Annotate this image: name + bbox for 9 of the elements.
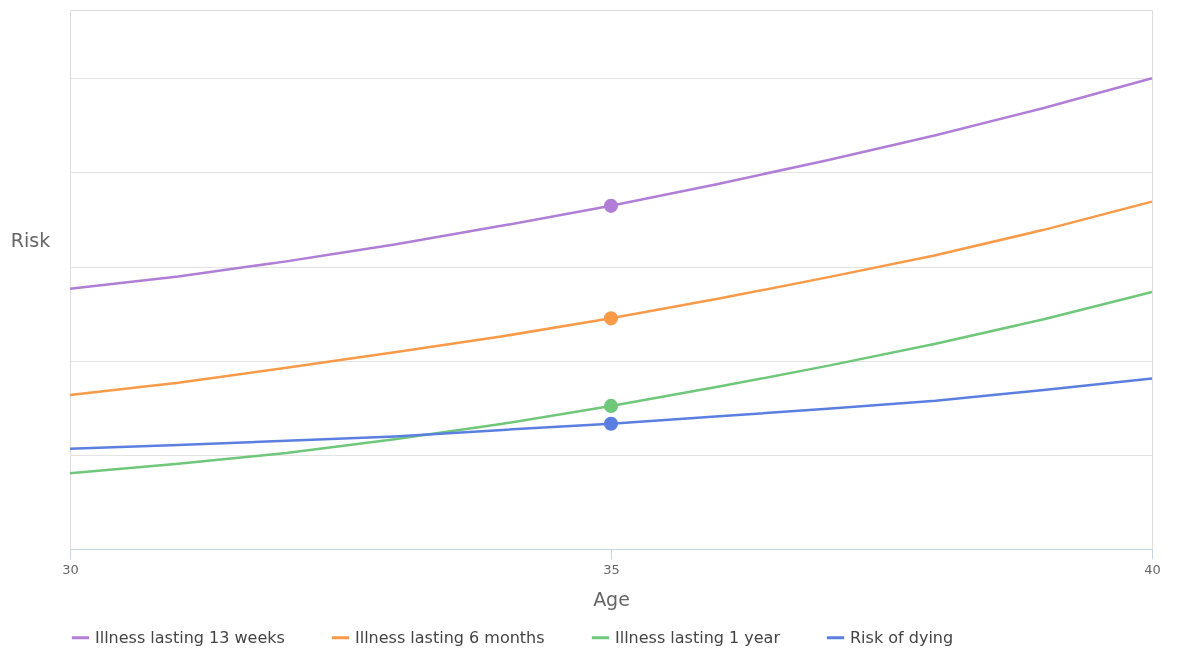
legend-label: Illness lasting 6 months <box>355 627 545 647</box>
legend-label: Risk of dying <box>850 627 954 647</box>
x-tick-label: 35 <box>603 561 620 577</box>
legend-label: Illness lasting 13 weeks <box>95 627 285 647</box>
legend-label: Illness lasting 1 year <box>615 627 781 647</box>
x-tick-label: 30 <box>62 561 79 577</box>
y-axis-title: Risk <box>10 228 51 251</box>
x-axis-title: Age <box>593 587 630 610</box>
x-tick-label: 40 <box>1144 561 1161 577</box>
